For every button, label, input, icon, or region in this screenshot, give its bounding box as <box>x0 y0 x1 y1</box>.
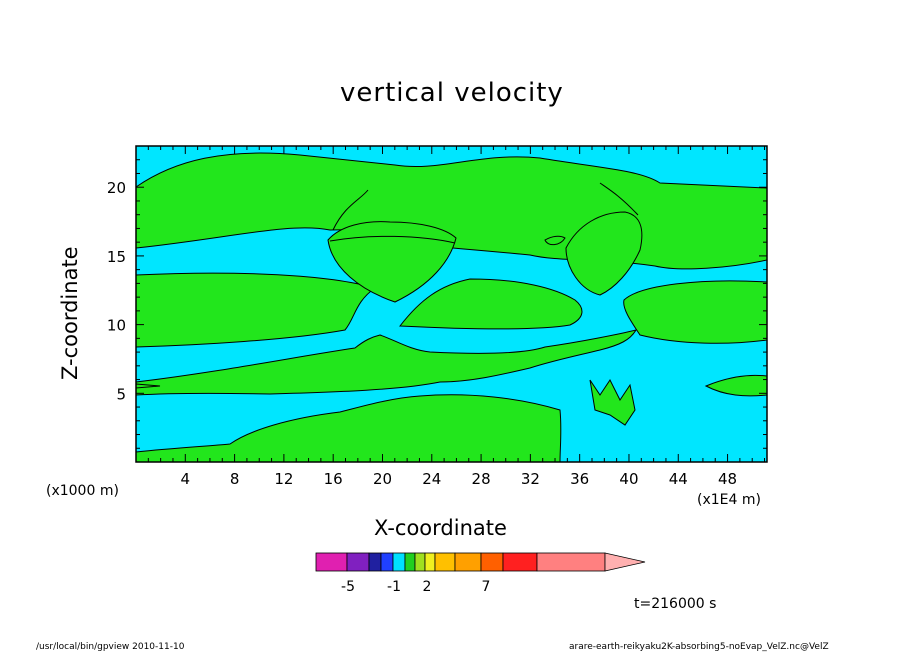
x-tick-label: 40 <box>619 470 638 488</box>
footer-right: arare-earth-reikyaku2K-absorbing5-noEvap… <box>569 642 829 652</box>
positive-region <box>135 329 638 396</box>
x-tick-label: 12 <box>274 470 293 488</box>
colorbar-cell <box>368 552 382 572</box>
colorbar-cell <box>480 552 504 572</box>
x-tick-label: 20 <box>373 470 392 488</box>
colorbar-label: 7 <box>482 579 491 595</box>
positive-region <box>135 272 377 348</box>
colorbar-cell <box>434 552 456 572</box>
colorbar-cell <box>536 552 606 572</box>
colorbar-cell <box>502 552 538 572</box>
x-tick-label: 44 <box>669 470 688 488</box>
positive-region <box>135 394 562 463</box>
y-tick-label: 15 <box>107 248 126 266</box>
y-tick-label: 10 <box>107 317 126 335</box>
x-tick-label: 36 <box>570 470 589 488</box>
chart-title: vertical velocity <box>340 78 564 108</box>
x-unit-note: (x1000 m) <box>46 483 119 499</box>
positive-region <box>399 278 583 330</box>
y-tick-label: 5 <box>116 385 126 403</box>
colorbar-extend-arrow <box>604 552 646 572</box>
positive-region <box>327 221 457 303</box>
colorbar-cell <box>414 552 426 572</box>
colorbar-label: -1 <box>387 579 401 595</box>
contour-line <box>599 182 639 216</box>
positive-region <box>623 280 768 344</box>
plot-frame <box>135 145 768 463</box>
contour-field <box>135 146 768 463</box>
colorbar-cell <box>315 552 348 572</box>
colorbar-cell <box>392 552 406 572</box>
positive-region <box>565 211 643 296</box>
x-tick-label: 32 <box>521 470 540 488</box>
x-scale-note: (x1E4 m) <box>697 492 761 508</box>
positive-region <box>589 379 636 426</box>
colorbar-label: 2 <box>423 579 432 595</box>
colorbar-cell <box>454 552 482 572</box>
positive-region <box>544 235 566 246</box>
colorbar-label: -5 <box>341 579 355 595</box>
contour-line <box>332 189 369 231</box>
colorbar-cell <box>346 552 370 572</box>
x-tick-label: 48 <box>718 470 737 488</box>
footer-left: /usr/local/bin/gpview 2010-11-10 <box>36 642 185 652</box>
colorbar-cell <box>380 552 394 572</box>
colorbar-cell <box>424 552 436 572</box>
time-label: t=216000 s <box>634 596 717 612</box>
x-tick-label: 4 <box>181 470 191 488</box>
colorbar: -5 -1 2 7 <box>315 552 646 595</box>
colorbar-cell <box>404 552 416 572</box>
x-tick-label: 24 <box>422 470 441 488</box>
x-tick-label: 8 <box>230 470 240 488</box>
x-axis-label: X-coordinate <box>374 516 507 540</box>
y-tick-label: 20 <box>107 179 126 197</box>
x-tick-label: 16 <box>324 470 343 488</box>
x-tick-label: 28 <box>472 470 491 488</box>
contour-line <box>329 235 456 244</box>
